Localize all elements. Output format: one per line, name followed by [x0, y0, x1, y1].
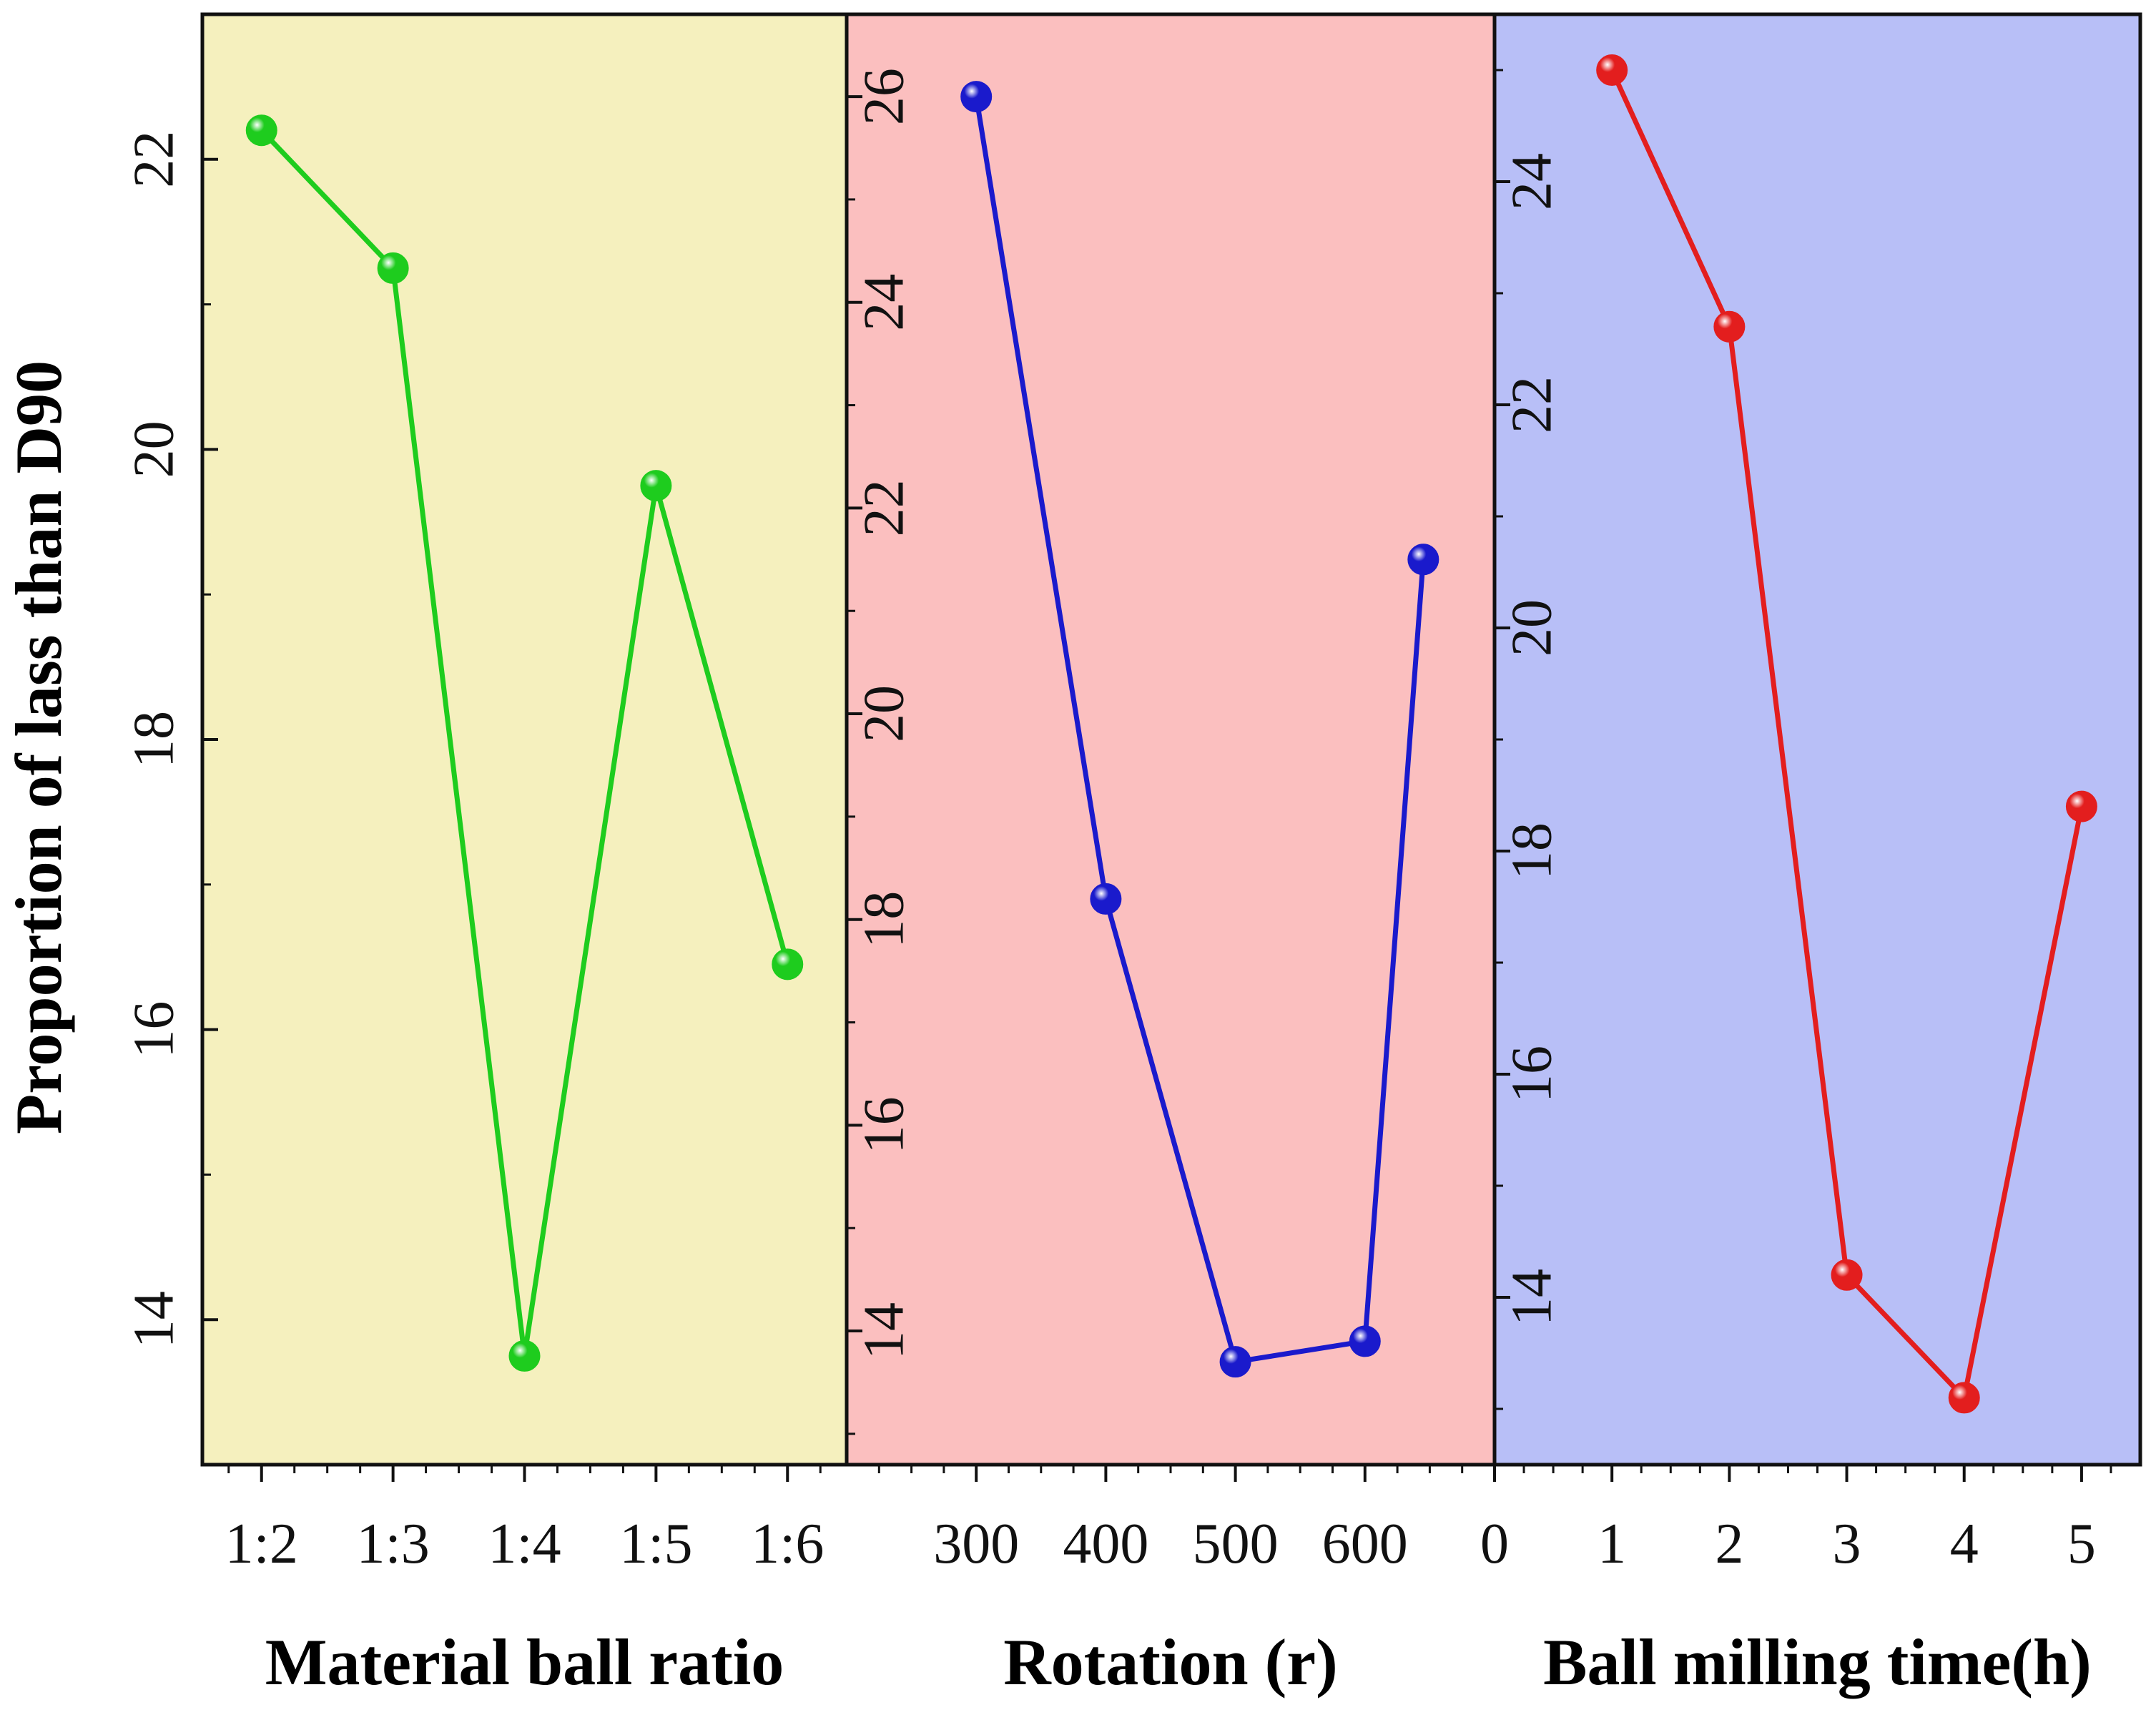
data-point — [1349, 1325, 1381, 1357]
y-tick-label: 20 — [1500, 599, 1563, 657]
x-tick-label: 500 — [1193, 1513, 1279, 1576]
data-point — [1831, 1259, 1863, 1291]
x-tick-label: 2 — [1715, 1513, 1743, 1576]
x-tick-label: 5 — [2067, 1513, 2096, 1576]
data-point — [1090, 883, 1122, 915]
y-tick-label: 16 — [852, 1096, 915, 1154]
x-tick-label: 0 — [1480, 1513, 1509, 1576]
x-axis-title: Rotation (r) — [1003, 1626, 1338, 1699]
data-point — [1219, 1346, 1251, 1378]
data-point — [1596, 54, 1628, 86]
panel-rotation: 14 16 18 20 22 24 26 300 400 500 600 Rotation (r) — [845, 12, 1497, 1699]
y-tick-label: 18 — [1500, 822, 1563, 880]
panel-frame — [1492, 12, 2142, 1467]
panel-background — [1495, 14, 2140, 1465]
x-axis-title: Ball milling time(h) — [1543, 1626, 2092, 1699]
x-tick-label: 3 — [1833, 1513, 1861, 1576]
data-point — [245, 114, 277, 147]
y-tick-label: 26 — [852, 68, 915, 125]
x-tick-label: 600 — [1322, 1513, 1408, 1576]
x-tick-label: 1:3 — [357, 1513, 430, 1576]
x-tick-label: 1:4 — [488, 1513, 561, 1576]
y-tick-label: 24 — [852, 274, 915, 331]
panel-material-ball-ratio: 14 16 18 20 22 1:2 1:3 1:4 1:5 1:6 Material ball r… — [122, 12, 849, 1699]
x-tick-label: 1:2 — [225, 1513, 298, 1576]
y-tick-label: 14 — [1500, 1269, 1563, 1326]
data-point — [772, 948, 804, 981]
x-axis-title: Material ball ratio — [265, 1626, 784, 1699]
y-tick-label: 20 — [852, 685, 915, 742]
y-tick-label: 22 — [122, 131, 185, 188]
y-tick-label: 14 — [852, 1302, 915, 1360]
data-point — [2065, 790, 2097, 822]
x-tick-label: 400 — [1063, 1513, 1148, 1576]
data-point — [1713, 310, 1746, 343]
panel-background — [847, 14, 1495, 1465]
data-point — [508, 1340, 541, 1372]
panel-ball-milling-time: 14 16 18 20 22 24 0 1 2 3 4 5 Ball milling time(h) — [1480, 12, 2142, 1699]
y-tick-label: 16 — [1500, 1046, 1563, 1103]
x-tick-label: 1:6 — [751, 1513, 824, 1576]
y-tick-label: 20 — [122, 421, 185, 478]
x-tick-label: 4 — [1950, 1513, 1979, 1576]
panel-background — [202, 14, 847, 1465]
x-tick-label: 300 — [933, 1513, 1019, 1576]
y-tick-label: 18 — [122, 711, 185, 768]
y-tick-label: 24 — [1500, 153, 1563, 210]
y-tick-label: 22 — [852, 479, 915, 536]
y-axis-title: Proportion of lass than D90 — [2, 360, 75, 1134]
data-point — [960, 81, 993, 113]
data-point — [377, 252, 409, 284]
x-tick-label: 1:5 — [619, 1513, 692, 1576]
y-tick-label: 16 — [122, 1001, 185, 1058]
data-point — [1407, 544, 1439, 576]
x-tick-label: 1 — [1598, 1513, 1626, 1576]
y-tick-label: 14 — [122, 1291, 185, 1348]
y-tick-label: 18 — [852, 891, 915, 948]
y-tick-label: 22 — [1500, 376, 1563, 433]
data-point — [1948, 1382, 1980, 1414]
data-point — [640, 470, 672, 502]
